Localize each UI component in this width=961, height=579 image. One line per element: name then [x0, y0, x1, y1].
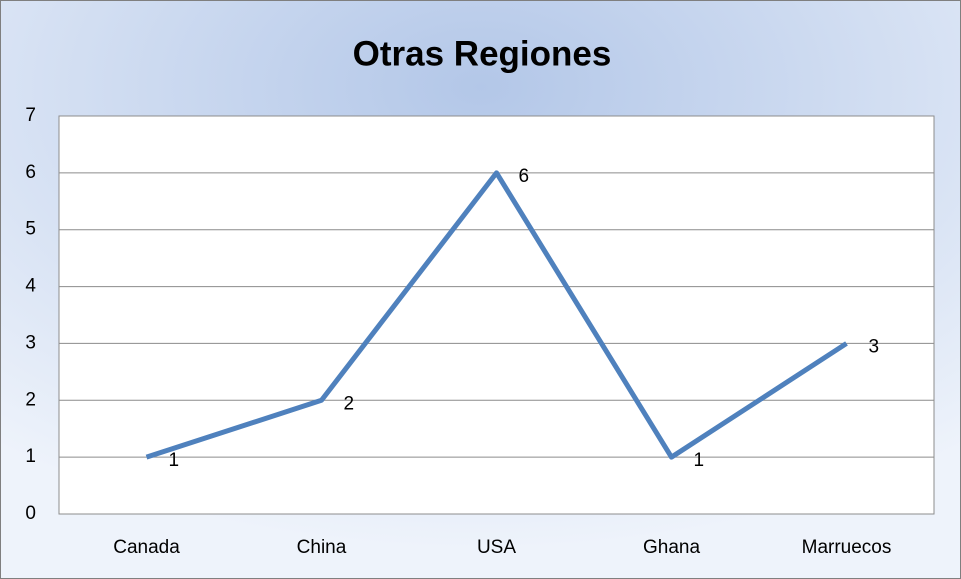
y-tick-label: 3	[25, 332, 36, 353]
data-label: 1	[169, 450, 180, 471]
y-tick-label: 7	[25, 105, 36, 126]
line	[145, 170, 848, 460]
y-tick-label: 0	[25, 503, 36, 524]
x-tick-label: Ghana	[643, 537, 700, 558]
x-tick-label: China	[297, 537, 347, 558]
data-label: 6	[519, 166, 530, 187]
y-tick-label: 4	[25, 276, 36, 297]
data-label: 1	[694, 450, 705, 471]
y-tick-label: 5	[25, 219, 36, 240]
data-label: 3	[869, 336, 880, 357]
data-label: 2	[344, 393, 355, 414]
chart-title: Otras Regiones	[353, 34, 612, 73]
x-tick-label: USA	[477, 537, 516, 558]
x-tick-label: Marruecos	[802, 537, 892, 558]
x-tick-label: Canada	[113, 537, 180, 558]
y-tick-label: 1	[25, 446, 36, 467]
y-tick-label: 6	[25, 162, 36, 183]
y-tick-label: 2	[25, 389, 36, 410]
plot-area	[58, 115, 935, 515]
